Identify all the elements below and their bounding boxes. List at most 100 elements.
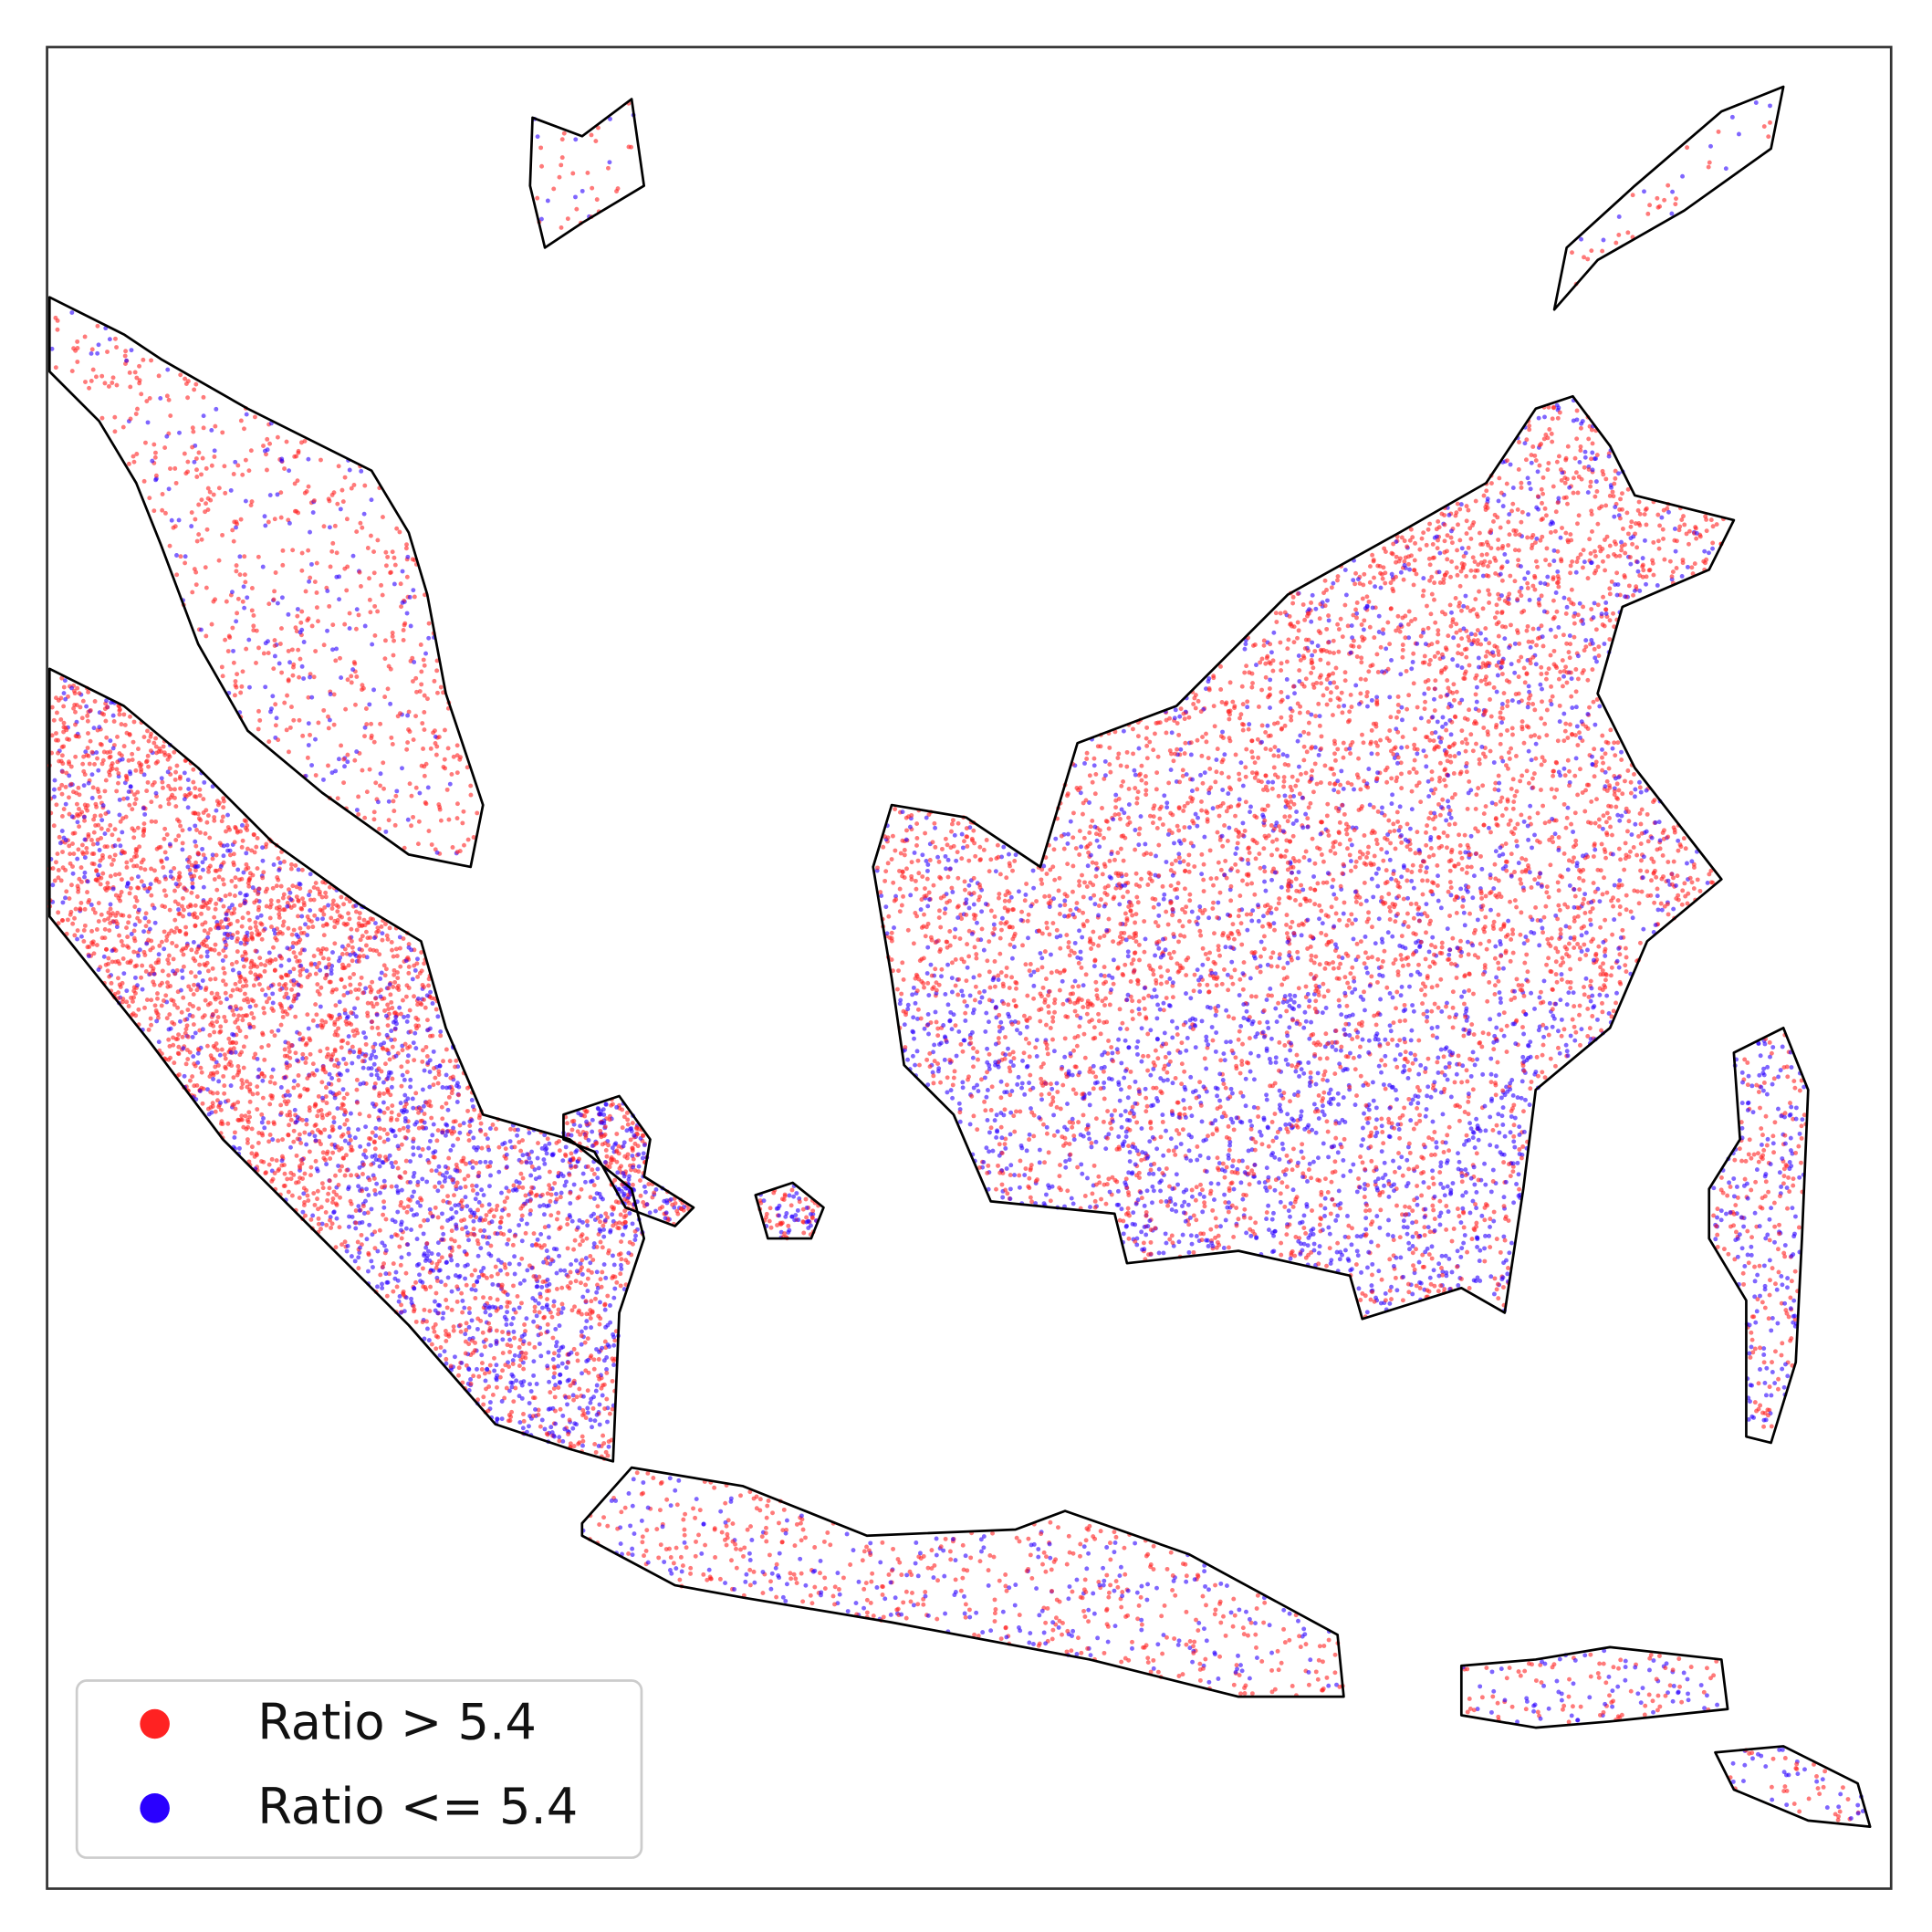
- point: [547, 1169, 552, 1175]
- point: [281, 1184, 287, 1188]
- point: [559, 1301, 565, 1307]
- point: [175, 1036, 181, 1041]
- point: [225, 1121, 231, 1126]
- point: [323, 1157, 328, 1163]
- point: [566, 1432, 571, 1436]
- point: [366, 1250, 371, 1256]
- point: [128, 885, 133, 891]
- point: [1404, 1184, 1409, 1189]
- point: [592, 1442, 598, 1446]
- point: [539, 1417, 545, 1423]
- point: [373, 996, 378, 1001]
- point: [433, 1205, 438, 1210]
- point: [144, 788, 150, 794]
- point: [432, 1066, 436, 1071]
- point: [201, 904, 205, 910]
- point: [527, 1382, 532, 1387]
- point: [541, 1212, 547, 1217]
- point: [103, 718, 109, 724]
- point: [375, 1248, 381, 1254]
- point: [72, 830, 78, 836]
- point: [133, 975, 138, 980]
- point: [323, 965, 329, 970]
- point: [553, 1383, 559, 1388]
- point: [1397, 1235, 1403, 1240]
- point: [295, 1114, 300, 1120]
- point: [137, 919, 142, 924]
- point: [115, 735, 120, 739]
- point: [323, 894, 329, 900]
- point: [451, 754, 456, 759]
- point: [224, 943, 229, 948]
- point: [517, 1420, 523, 1426]
- point: [566, 1274, 570, 1279]
- point: [146, 937, 151, 943]
- point: [82, 923, 88, 928]
- point: [300, 1051, 306, 1057]
- point: [95, 350, 100, 356]
- point: [554, 1217, 559, 1222]
- point: [229, 962, 235, 966]
- point: [301, 903, 307, 908]
- point: [290, 548, 296, 553]
- point: [603, 1275, 609, 1280]
- point: [178, 372, 183, 378]
- point: [249, 586, 255, 590]
- point: [448, 1075, 454, 1081]
- point: [1063, 1159, 1069, 1164]
- point: [264, 903, 269, 909]
- point: [431, 1154, 436, 1160]
- point: [1348, 868, 1353, 873]
- point: [220, 958, 225, 963]
- point: [277, 1166, 282, 1172]
- point: [273, 702, 278, 707]
- point: [420, 1124, 425, 1130]
- point: [261, 651, 266, 656]
- point: [71, 851, 77, 856]
- point: [370, 979, 375, 985]
- point: [356, 1054, 361, 1060]
- point: [229, 911, 235, 916]
- point: [438, 1029, 444, 1034]
- point: [321, 912, 327, 917]
- point: [331, 898, 336, 903]
- point: [124, 925, 129, 931]
- point: [399, 1083, 404, 1089]
- point: [133, 412, 139, 416]
- point: [85, 879, 90, 884]
- point: [56, 910, 61, 915]
- point: [403, 994, 409, 999]
- point: [413, 1319, 419, 1324]
- point: [356, 955, 361, 960]
- point: [117, 872, 122, 877]
- point: [232, 693, 237, 698]
- point: [559, 1190, 564, 1196]
- point: [479, 1203, 485, 1208]
- point: [160, 968, 165, 974]
- point: [548, 1213, 554, 1218]
- point: [575, 1225, 580, 1230]
- point: [1461, 1001, 1467, 1007]
- point: [59, 791, 65, 797]
- point: [182, 797, 187, 802]
- point: [315, 1196, 319, 1202]
- point: [129, 858, 134, 863]
- point: [341, 757, 347, 762]
- point: [286, 611, 291, 617]
- point: [339, 1133, 344, 1139]
- point: [278, 963, 284, 968]
- point: [454, 801, 460, 807]
- point: [173, 882, 179, 887]
- point: [405, 817, 411, 822]
- point: [519, 1217, 525, 1223]
- point: [517, 1394, 522, 1399]
- point: [482, 1344, 487, 1350]
- point: [224, 829, 228, 834]
- point: [296, 1073, 301, 1078]
- point: [367, 767, 372, 772]
- point: [450, 1215, 455, 1220]
- point: [551, 1386, 557, 1391]
- point: [139, 975, 144, 980]
- point: [276, 1138, 281, 1144]
- point: [234, 1040, 239, 1046]
